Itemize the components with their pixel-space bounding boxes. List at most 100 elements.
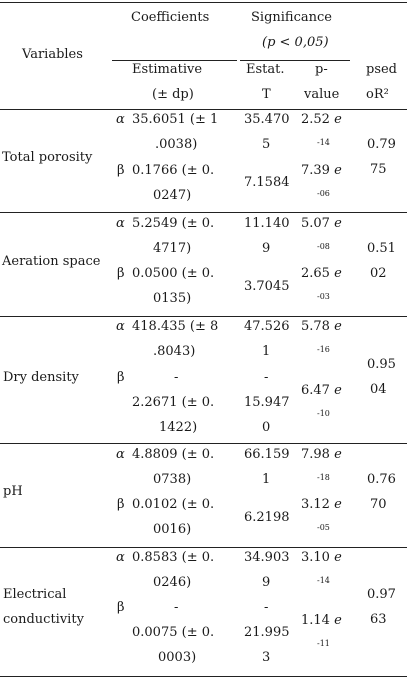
rule-row-2 <box>0 316 407 317</box>
alpha-t-stat: 47.526 <box>244 319 290 334</box>
rule-row-3 <box>0 443 407 444</box>
beta-estimative: 0.1766 (± 0. <box>132 163 215 178</box>
alpha-estimative: 418.435 (± 8 <box>132 319 219 334</box>
beta-t-stat: 7.1584 <box>244 175 290 190</box>
alpha-symbol: α <box>116 112 125 127</box>
beta-t-stat-sign: - <box>264 600 269 615</box>
pseudo-r2: 0.95 <box>367 357 396 372</box>
header-estat: Estat. <box>246 62 285 77</box>
alpha-symbol: α <box>116 216 125 231</box>
variable-name: Aeration space <box>2 254 101 269</box>
alpha-symbol: α <box>116 447 125 462</box>
rule-header-bottom <box>0 109 407 110</box>
alpha-estimative-cont: 0738) <box>153 472 192 487</box>
pseudo-r2: 0.97 <box>367 587 396 602</box>
alpha-estimative-cont: 4717) <box>153 241 192 256</box>
beta-symbol: β <box>117 163 125 178</box>
alpha-t-stat: 66.159 <box>244 447 290 462</box>
beta-p-value: 2.65 e <box>301 266 342 281</box>
pseudo-r2-cont: 70 <box>370 497 387 512</box>
rule-sig-under <box>240 60 350 61</box>
alpha-p-value: 5.07 e <box>301 216 342 231</box>
beta-estimative: 2.2671 (± 0. <box>132 395 215 410</box>
alpha-p-value: 5.78 e <box>301 319 342 334</box>
rule-coef-under <box>112 60 237 61</box>
header-significance-note: (p < 0,05) <box>262 35 329 50</box>
alpha-symbol: α <box>116 319 125 334</box>
beta-estimative-cont: 1422) <box>159 420 198 435</box>
alpha-estimative: 35.6051 (± 1 <box>132 112 219 127</box>
rule-row-1 <box>0 212 407 213</box>
pseudo-r2: 0.51 <box>367 241 396 256</box>
alpha-t-stat: 35.470 <box>244 112 290 127</box>
beta-t-stat: 21.995 <box>244 625 290 640</box>
alpha-p-exponent: -16 <box>317 345 330 354</box>
header-estimative: Estimative <box>132 62 203 77</box>
beta-p-value: 1.14 e <box>301 613 342 628</box>
beta-estimative-cont: 0247) <box>153 188 192 203</box>
header-significance: Significance <box>251 10 332 25</box>
alpha-p-value: 3.10 e <box>301 550 342 565</box>
header-pvalue-2: value <box>304 87 340 102</box>
beta-estimative-sign: - <box>174 600 179 615</box>
alpha-p-value: 2.52 e <box>301 112 342 127</box>
beta-symbol: β <box>117 497 125 512</box>
beta-p-value: 6.47 e <box>301 383 342 398</box>
variable-name: pH <box>3 484 23 499</box>
beta-t-stat-sign: - <box>264 370 269 385</box>
beta-t-stat-cont: 0 <box>262 420 271 435</box>
beta-p-value: 3.12 e <box>301 497 342 512</box>
alpha-t-stat-cont: 1 <box>262 472 271 487</box>
pseudo-r2: 0.79 <box>367 137 396 152</box>
alpha-p-exponent: -14 <box>317 576 330 585</box>
alpha-estimative-cont: .8043) <box>153 344 196 359</box>
alpha-estimative: 5.2549 (± 0. <box>132 216 215 231</box>
beta-p-exponent: -06 <box>317 189 330 198</box>
beta-estimative-sign: - <box>174 370 179 385</box>
beta-symbol: β <box>117 266 125 281</box>
alpha-t-stat: 11.140 <box>244 216 290 231</box>
variable-name: Total porosity <box>2 150 93 165</box>
pseudo-r2-cont: 04 <box>370 382 387 397</box>
alpha-p-exponent: -14 <box>317 138 330 147</box>
beta-p-exponent: -05 <box>317 523 330 532</box>
rule-row-4 <box>0 547 407 548</box>
beta-t-stat: 15.947 <box>244 395 290 410</box>
pseudo-r2-cont: 02 <box>370 266 387 281</box>
header-estimative-dp: (± dp) <box>152 87 194 102</box>
alpha-t-stat-cont: 9 <box>262 241 271 256</box>
alpha-t-stat-cont: 5 <box>262 137 271 152</box>
beta-p-value: 7.39 e <box>301 163 342 178</box>
rule-top <box>0 2 407 3</box>
pseudo-r2-cont: 63 <box>370 612 387 627</box>
beta-p-exponent: -10 <box>317 409 330 418</box>
rule-bottom <box>0 676 407 677</box>
alpha-t-stat: 34.903 <box>244 550 290 565</box>
beta-p-exponent: -11 <box>317 639 330 648</box>
beta-estimative: 0.0500 (± 0. <box>132 266 215 281</box>
variable-name: Electrical <box>3 587 67 602</box>
beta-estimative: 0.0102 (± 0. <box>132 497 215 512</box>
beta-estimative-cont: 0016) <box>153 522 192 537</box>
variable-name: Dry density <box>3 370 79 385</box>
header-pseudo-r2: psed <box>366 62 398 77</box>
beta-t-stat-cont: 3 <box>262 650 271 665</box>
beta-estimative: 0.0075 (± 0. <box>132 625 215 640</box>
pseudo-r2: 0.76 <box>367 472 396 487</box>
beta-t-stat: 6.2198 <box>244 510 290 525</box>
header-estat-t: T <box>262 87 271 102</box>
alpha-estimative-cont: .0038) <box>155 137 198 152</box>
alpha-t-stat-cont: 9 <box>262 575 271 590</box>
beta-estimative-cont: 0003) <box>158 650 197 665</box>
alpha-estimative: 0.8583 (± 0. <box>132 550 215 565</box>
beta-p-exponent: -03 <box>317 292 330 301</box>
header-pvalue: p- <box>315 62 328 77</box>
beta-t-stat: 3.7045 <box>244 279 290 294</box>
header-pseudo-r2-2: oR² <box>366 87 389 102</box>
alpha-p-value: 7.98 e <box>301 447 342 462</box>
header-coefficients: Coefficients <box>131 10 210 25</box>
header-variables: Variables <box>22 47 83 62</box>
alpha-estimative: 4.8809 (± 0. <box>132 447 215 462</box>
alpha-symbol: α <box>116 550 125 565</box>
pseudo-r2-cont: 75 <box>370 162 387 177</box>
